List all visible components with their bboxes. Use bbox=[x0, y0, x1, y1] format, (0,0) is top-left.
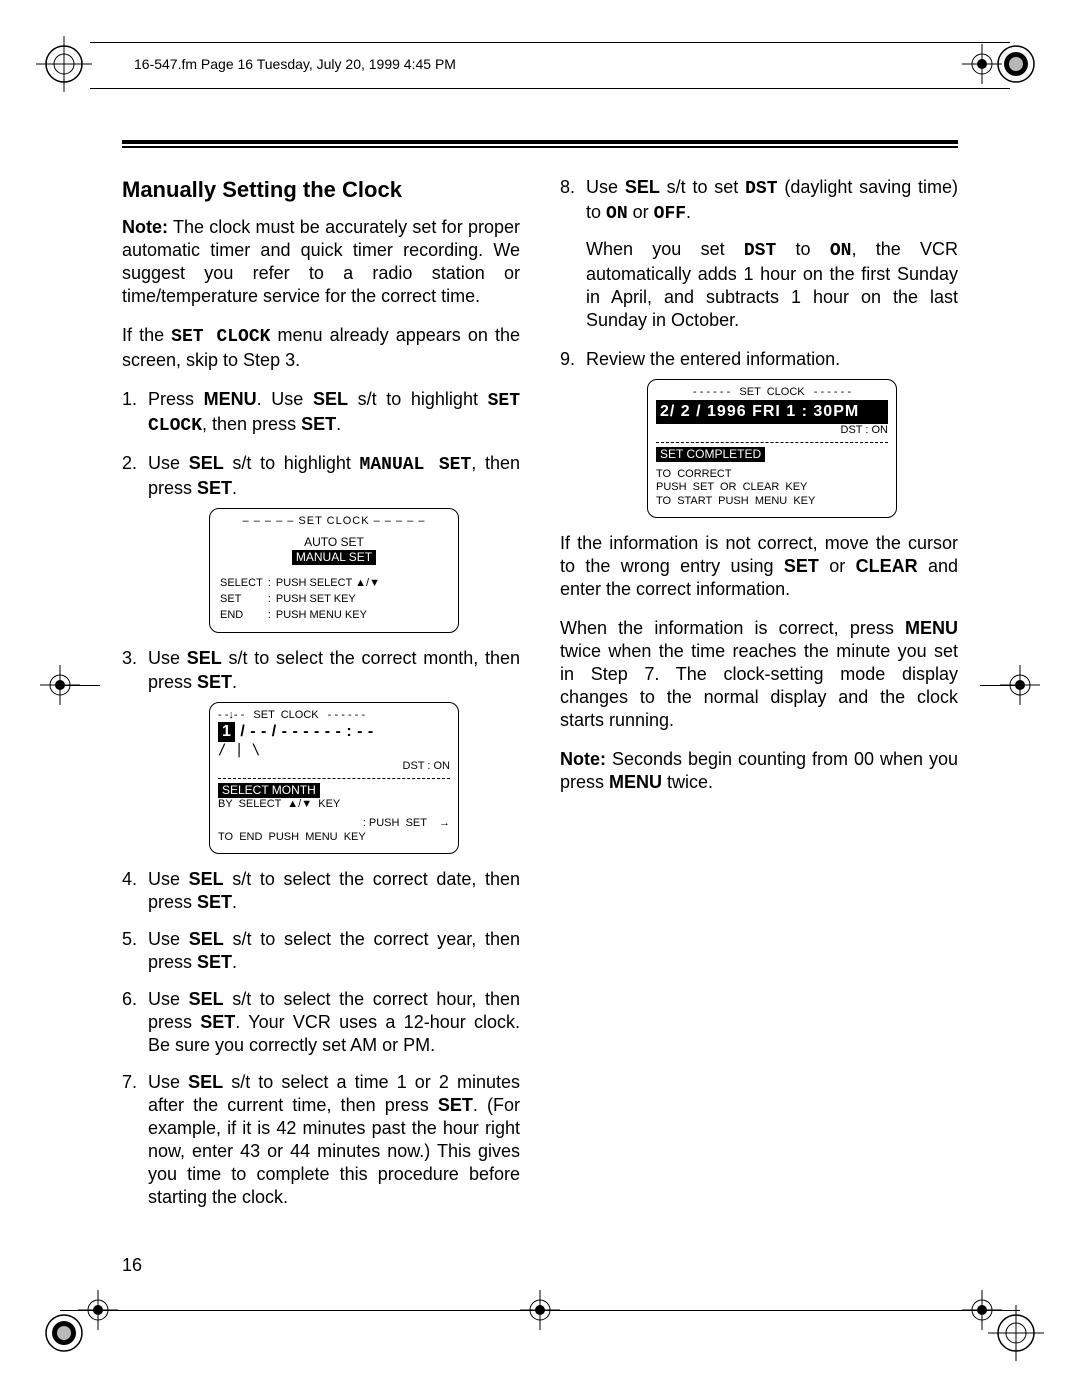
after-9b: When the information is correct, press M… bbox=[560, 617, 958, 732]
osd3-set-completed: SET COMPLETED bbox=[656, 447, 765, 462]
osd1-legend-select-l: SELECT bbox=[220, 577, 266, 591]
osd1-legend-set-r: PUSH SET KEY bbox=[276, 593, 383, 607]
step-8b: When you set DST to ON, the VCR automati… bbox=[586, 238, 958, 332]
osd1-legend-select-r: PUSH SELECT ▲/▼ bbox=[276, 577, 383, 591]
osd-menu-3: - - - - - - SET CLOCK - - - - - - 2/ 2 /… bbox=[647, 379, 897, 518]
step-9: Review the entered information. - - - - … bbox=[560, 348, 958, 518]
step-7: Use SEL s/t to select a time 1 or 2 minu… bbox=[122, 1071, 520, 1209]
osd3-divider bbox=[656, 442, 888, 443]
frame-line-top bbox=[90, 42, 1010, 43]
steps-list-left: Press MENU. Use SEL s/t to highlight SET… bbox=[122, 388, 520, 1209]
osd2-dst: DST : ON bbox=[218, 760, 450, 774]
osd2-by-select: BY SELECT ▲/▼ KEY bbox=[218, 798, 450, 812]
page: 16-547.fm Page 16 Tuesday, July 20, 1999… bbox=[0, 0, 1080, 1397]
left-column: Manually Setting the Clock Note: The clo… bbox=[122, 176, 520, 1223]
content-columns: Manually Setting the Clock Note: The clo… bbox=[122, 176, 958, 1223]
osd1-legend-end-r: PUSH MENU KEY bbox=[276, 609, 383, 623]
reg-mark-top-left bbox=[36, 36, 92, 92]
osd1-legend-set-l: SET bbox=[220, 593, 266, 607]
after-9c: Note: Seconds begin counting from 00 whe… bbox=[560, 748, 958, 794]
osd3-title: - - - - - - SET CLOCK - - - - - - bbox=[656, 386, 888, 400]
section-title: Manually Setting the Clock bbox=[122, 176, 520, 204]
step-2: Use SEL s/t to highlight MANUAL SET, the… bbox=[122, 452, 520, 633]
osd3-date-bar: 2/ 2 / 1996 FRI 1 : 30PM bbox=[656, 400, 888, 424]
osd2-to-end: TO END PUSH MENU KEY bbox=[218, 831, 450, 845]
frame-line-bottom bbox=[60, 1310, 1020, 1311]
step-6: Use SEL s/t to select the correct hour, … bbox=[122, 988, 520, 1057]
osd2-caret: / | \ bbox=[218, 742, 450, 760]
steps-list-right: Use SEL s/t to set DST (daylight saving … bbox=[560, 176, 958, 518]
step-4: Use SEL s/t to select the correct date, … bbox=[122, 868, 520, 914]
osd3-push-set-clear: PUSH SET OR CLEAR KEY bbox=[656, 481, 888, 495]
frame-tick-right bbox=[980, 685, 1020, 686]
osd1-legend: SELECT:PUSH SELECT ▲/▼ SET:PUSH SET KEY … bbox=[218, 575, 385, 624]
osd1-auto-set: AUTO SET bbox=[218, 535, 450, 550]
osd1-manual-set: MANUAL SET bbox=[292, 550, 376, 565]
frame-line-top-2 bbox=[90, 88, 1010, 89]
double-rule-thin bbox=[122, 146, 958, 148]
osd2-divider bbox=[218, 778, 450, 779]
step-1: Press MENU. Use SEL s/t to highlight SET… bbox=[122, 388, 520, 438]
frame-tick-left bbox=[60, 685, 100, 686]
step-3: Use SEL s/t to select the correct month,… bbox=[122, 647, 520, 853]
osd2-select-month: SELECT MONTH bbox=[218, 783, 320, 798]
right-column: Use SEL s/t to set DST (daylight saving … bbox=[560, 176, 958, 1223]
osd-menu-2: - -↓- - SET CLOCK - - - - - - 1 / - - / … bbox=[209, 702, 459, 854]
osd2-date-rest: / - - / - - - - - - : - - bbox=[235, 723, 373, 740]
osd2-title: - -↓- - SET CLOCK - - - - - - bbox=[218, 709, 450, 723]
after-9a: If the information is not correct, move … bbox=[560, 532, 958, 601]
osd-menu-1: – – – – – SET CLOCK – – – – – AUTO SET M… bbox=[209, 508, 459, 633]
step-8: Use SEL s/t to set DST (daylight saving … bbox=[560, 176, 958, 332]
osd2-month: 1 bbox=[218, 722, 235, 742]
osd1-title: – – – – – SET CLOCK – – – – – bbox=[218, 515, 450, 529]
step-5: Use SEL s/t to select the correct year, … bbox=[122, 928, 520, 974]
osd3-to-start: TO START PUSH MENU KEY bbox=[656, 495, 888, 509]
header-meta: 16-547.fm Page 16 Tuesday, July 20, 1999… bbox=[134, 56, 456, 72]
double-rule-thick bbox=[122, 140, 958, 144]
osd1-legend-end-l: END bbox=[220, 609, 266, 623]
osd3-to-correct: TO CORRECT bbox=[656, 468, 888, 482]
osd3-dst: DST : ON bbox=[656, 424, 888, 438]
note-para: Note: The clock must be accurately set f… bbox=[122, 216, 520, 308]
osd2-push-set: : PUSH SET → bbox=[218, 817, 450, 831]
crosshair-top-right-2 bbox=[962, 44, 1002, 84]
page-number: 16 bbox=[122, 1255, 142, 1276]
skip-para: If the SET CLOCK menu already appears on… bbox=[122, 324, 520, 372]
